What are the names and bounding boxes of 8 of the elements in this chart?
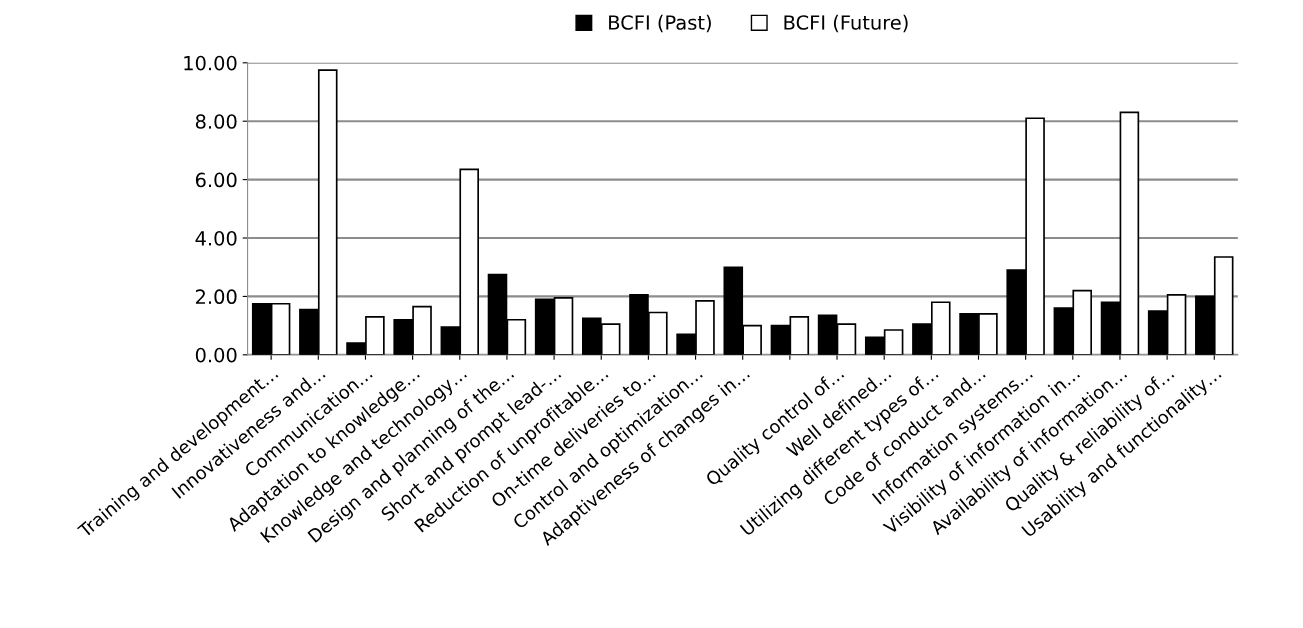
legend-label: BCFI (Future) xyxy=(784,14,908,33)
legend-label: BCFI (Past) xyxy=(609,14,711,33)
y-tick-label: 8.00 xyxy=(195,114,237,129)
y-tick-label: 6.00 xyxy=(195,172,237,188)
y-tick-label: 10.00 xyxy=(184,55,237,71)
y-tick-label: 4.00 xyxy=(195,230,237,246)
y-tick-label: 0.00 xyxy=(195,347,237,363)
y-tick-label: 2.00 xyxy=(195,289,237,305)
